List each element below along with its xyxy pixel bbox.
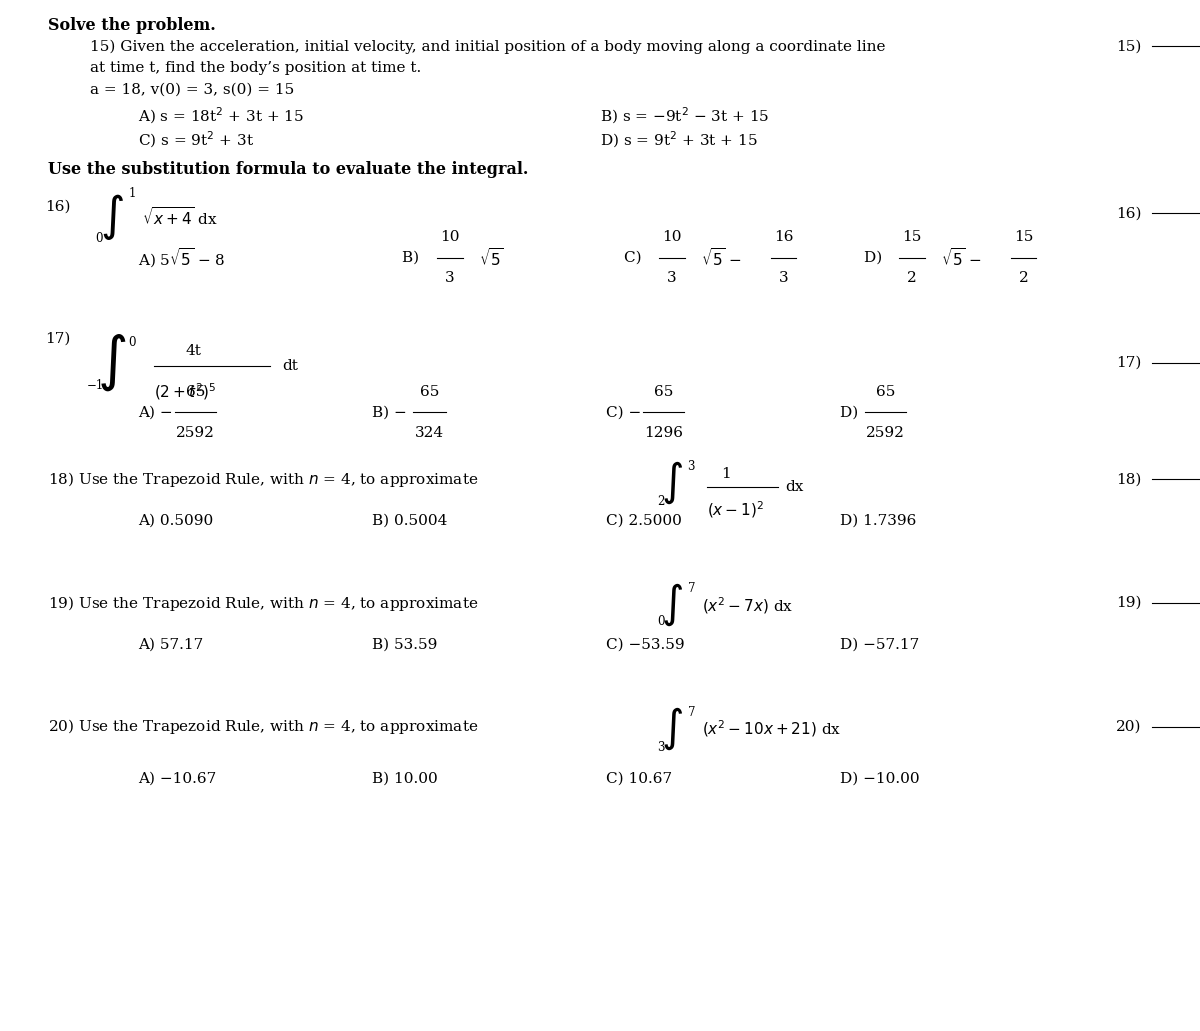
Text: $\int$: $\int$ — [661, 581, 683, 629]
Text: $\sqrt{5}$ $-$: $\sqrt{5}$ $-$ — [941, 246, 982, 269]
Text: $\left(2+t^2\right)^5$: $\left(2+t^2\right)^5$ — [154, 381, 216, 402]
Text: D) 1.7396: D) 1.7396 — [840, 513, 917, 528]
Text: B): B) — [402, 251, 424, 265]
Text: B) s = $-$9t$^2$ $-$ 3t + 15: B) s = $-$9t$^2$ $-$ 3t + 15 — [600, 105, 769, 126]
Text: 3: 3 — [667, 271, 677, 286]
Text: $\int$: $\int$ — [661, 705, 683, 753]
Text: C) s = 9t$^2$ + 3t: C) s = 9t$^2$ + 3t — [138, 130, 254, 151]
Text: 17): 17) — [46, 331, 71, 345]
Text: 2: 2 — [907, 271, 917, 286]
Text: 0: 0 — [128, 336, 136, 348]
Text: B) 0.5004: B) 0.5004 — [372, 513, 448, 528]
Text: A) 57.17: A) 57.17 — [138, 637, 203, 652]
Text: 65: 65 — [654, 385, 673, 399]
Text: $(x-1)^2$: $(x-1)^2$ — [707, 499, 764, 520]
Text: Solve the problem.: Solve the problem. — [48, 18, 216, 34]
Text: 0: 0 — [658, 616, 665, 628]
Text: $\int$: $\int$ — [97, 333, 126, 393]
Text: A) s = 18t$^2$ + 3t + 15: A) s = 18t$^2$ + 3t + 15 — [138, 105, 304, 126]
Text: 3: 3 — [779, 271, 788, 286]
Text: A) −10.67: A) −10.67 — [138, 771, 216, 786]
Text: B) 53.59: B) 53.59 — [372, 637, 437, 652]
Text: 65: 65 — [186, 385, 205, 399]
Text: A) −: A) − — [138, 405, 173, 420]
Text: 7: 7 — [688, 706, 695, 719]
Text: 18) Use the Trapezoid Rule, with $n$ = 4, to approximate: 18) Use the Trapezoid Rule, with $n$ = 4… — [48, 470, 479, 489]
Text: 3: 3 — [658, 741, 665, 754]
Text: 16): 16) — [1116, 206, 1141, 221]
Text: 1: 1 — [721, 467, 731, 481]
Text: 16): 16) — [46, 199, 71, 213]
Text: 19): 19) — [1116, 596, 1141, 610]
Text: 2: 2 — [1019, 271, 1028, 286]
Text: dx: dx — [785, 479, 803, 494]
Text: $\int$: $\int$ — [661, 459, 683, 506]
Text: $\sqrt{x+4}$ dx: $\sqrt{x+4}$ dx — [142, 205, 217, 228]
Text: D) −10.00: D) −10.00 — [840, 771, 919, 786]
Text: D) s = 9t$^2$ + 3t + 15: D) s = 9t$^2$ + 3t + 15 — [600, 130, 757, 151]
Text: Use the substitution formula to evaluate the integral.: Use the substitution formula to evaluate… — [48, 161, 528, 177]
Text: 7: 7 — [688, 583, 695, 595]
Text: 18): 18) — [1116, 472, 1141, 487]
Text: 1296: 1296 — [644, 426, 683, 440]
Text: $(x^2-7x)$ dx: $(x^2-7x)$ dx — [702, 595, 793, 616]
Text: 19) Use the Trapezoid Rule, with $n$ = 4, to approximate: 19) Use the Trapezoid Rule, with $n$ = 4… — [48, 594, 479, 612]
Text: 2: 2 — [658, 495, 665, 507]
Text: 2592: 2592 — [866, 426, 905, 440]
Text: 2592: 2592 — [176, 426, 215, 440]
Text: 16: 16 — [774, 230, 793, 244]
Text: D): D) — [840, 405, 863, 420]
Text: $\sqrt{5}$: $\sqrt{5}$ — [479, 246, 504, 269]
Text: 65: 65 — [420, 385, 439, 399]
Text: D): D) — [864, 251, 887, 265]
Text: C) −: C) − — [606, 405, 641, 420]
Text: B) 10.00: B) 10.00 — [372, 771, 438, 786]
Text: 3: 3 — [445, 271, 455, 286]
Text: $(x^2 - 10x + 21)$ dx: $(x^2 - 10x + 21)$ dx — [702, 719, 841, 739]
Text: A) 0.5090: A) 0.5090 — [138, 513, 214, 528]
Text: $\sqrt{5}$ $-$: $\sqrt{5}$ $-$ — [701, 246, 742, 269]
Text: B) −: B) − — [372, 405, 407, 420]
Text: at time t, find the body’s position at time t.: at time t, find the body’s position at t… — [90, 61, 421, 75]
Text: D) −57.17: D) −57.17 — [840, 637, 919, 652]
Text: 65: 65 — [876, 385, 895, 399]
Text: A) 5$\sqrt{5}$ $-$ 8: A) 5$\sqrt{5}$ $-$ 8 — [138, 246, 226, 269]
Text: 10: 10 — [440, 230, 460, 244]
Text: 324: 324 — [415, 426, 444, 440]
Text: C): C) — [624, 251, 647, 265]
Text: 3: 3 — [688, 460, 695, 472]
Text: $\int$: $\int$ — [100, 192, 124, 241]
Text: −1: −1 — [86, 379, 103, 392]
Text: 15): 15) — [1116, 39, 1141, 54]
Text: a = 18, v(0) = 3, s(0) = 15: a = 18, v(0) = 3, s(0) = 15 — [90, 82, 294, 97]
Text: 15: 15 — [902, 230, 922, 244]
Text: 15) Given the acceleration, initial velocity, and initial position of a body mov: 15) Given the acceleration, initial velo… — [90, 39, 886, 54]
Text: C) −53.59: C) −53.59 — [606, 637, 685, 652]
Text: 4t: 4t — [186, 343, 202, 358]
Text: dt: dt — [282, 359, 298, 373]
Text: 1: 1 — [128, 188, 136, 200]
Text: 20): 20) — [1116, 720, 1141, 734]
Text: 10: 10 — [662, 230, 682, 244]
Text: C) 2.5000: C) 2.5000 — [606, 513, 682, 528]
Text: 0: 0 — [95, 232, 102, 244]
Text: 20) Use the Trapezoid Rule, with $n$ = 4, to approximate: 20) Use the Trapezoid Rule, with $n$ = 4… — [48, 718, 479, 736]
Text: C) 10.67: C) 10.67 — [606, 771, 672, 786]
Text: 15: 15 — [1014, 230, 1033, 244]
Text: 17): 17) — [1116, 356, 1141, 370]
